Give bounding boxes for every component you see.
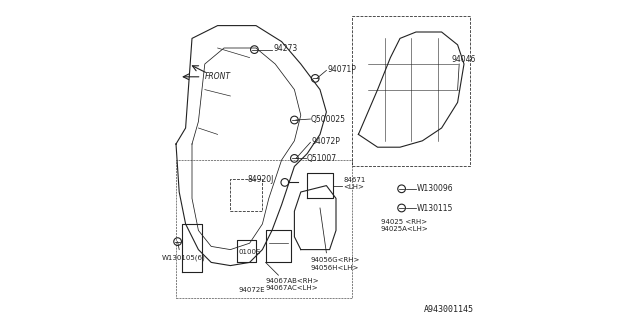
Text: 94072E: 94072E bbox=[239, 287, 265, 292]
Text: 84671
<LH>: 84671 <LH> bbox=[343, 177, 365, 190]
Text: 94067AB<RH>
94067AC<LH>: 94067AB<RH> 94067AC<LH> bbox=[266, 278, 319, 291]
Text: Q51007: Q51007 bbox=[307, 154, 337, 163]
Text: 84920J: 84920J bbox=[247, 175, 274, 184]
Text: W130115: W130115 bbox=[417, 204, 453, 212]
Text: W130096: W130096 bbox=[417, 184, 454, 193]
Text: A943001145: A943001145 bbox=[424, 305, 474, 314]
Text: 94025 <RH>
94025A<LH>: 94025 <RH> 94025A<LH> bbox=[381, 219, 429, 232]
Text: Q500025: Q500025 bbox=[311, 115, 346, 124]
Text: FRONT: FRONT bbox=[205, 72, 231, 81]
Text: 94072P: 94072P bbox=[311, 137, 340, 146]
Text: 94273: 94273 bbox=[274, 44, 298, 53]
Text: W130105(6): W130105(6) bbox=[161, 254, 205, 261]
Text: 94056G<RH>
94056H<LH>: 94056G<RH> 94056H<LH> bbox=[310, 258, 360, 270]
Text: 94046: 94046 bbox=[451, 55, 476, 64]
Text: 94071P: 94071P bbox=[328, 65, 357, 74]
Text: 0100S: 0100S bbox=[239, 249, 260, 255]
